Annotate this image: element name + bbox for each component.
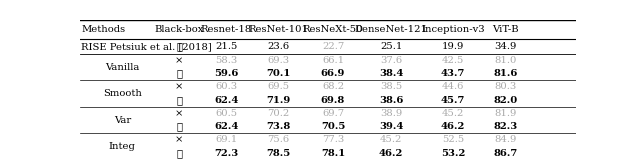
Text: ResNeXt-50: ResNeXt-50 xyxy=(303,25,364,34)
Text: 25.1: 25.1 xyxy=(380,42,403,51)
Text: 70.1: 70.1 xyxy=(266,69,291,78)
Text: 22.7: 22.7 xyxy=(322,42,344,51)
Text: 75.6: 75.6 xyxy=(268,135,289,144)
Text: Var: Var xyxy=(114,116,131,125)
Text: DenseNet-121: DenseNet-121 xyxy=(355,25,428,34)
Text: ViT-B: ViT-B xyxy=(492,25,518,34)
Text: 62.4: 62.4 xyxy=(214,96,239,105)
Text: 60.5: 60.5 xyxy=(215,109,237,118)
Text: 38.4: 38.4 xyxy=(379,69,403,78)
Text: 39.4: 39.4 xyxy=(379,122,403,131)
Text: 81.0: 81.0 xyxy=(494,56,516,65)
Text: RISE Petsiuk et al. [2018]: RISE Petsiuk et al. [2018] xyxy=(81,42,212,51)
Text: 81.9: 81.9 xyxy=(494,109,516,118)
Text: 53.2: 53.2 xyxy=(441,149,465,158)
Text: 68.2: 68.2 xyxy=(322,82,344,91)
Text: Methods: Methods xyxy=(81,25,125,34)
Text: 38.9: 38.9 xyxy=(380,109,403,118)
Text: 84.9: 84.9 xyxy=(494,135,516,144)
Text: 38.5: 38.5 xyxy=(380,82,403,91)
Text: 69.5: 69.5 xyxy=(268,82,289,91)
Text: 43.7: 43.7 xyxy=(441,69,465,78)
Text: 78.1: 78.1 xyxy=(321,149,345,158)
Text: Vanilla: Vanilla xyxy=(105,62,140,72)
Text: 78.5: 78.5 xyxy=(266,149,291,158)
Text: 37.6: 37.6 xyxy=(380,56,403,65)
Text: 81.6: 81.6 xyxy=(493,69,518,78)
Text: 21.5: 21.5 xyxy=(215,42,237,51)
Text: 82.3: 82.3 xyxy=(493,122,518,131)
Text: 82.0: 82.0 xyxy=(493,96,518,105)
Text: ×: × xyxy=(175,135,184,144)
Text: 69.8: 69.8 xyxy=(321,96,345,105)
Text: 46.2: 46.2 xyxy=(441,122,465,131)
Text: ×: × xyxy=(175,56,184,65)
Text: 70.2: 70.2 xyxy=(268,109,289,118)
Text: ✓: ✓ xyxy=(176,42,182,51)
Text: 73.8: 73.8 xyxy=(266,122,291,131)
Text: Smooth: Smooth xyxy=(103,89,141,98)
Text: 52.5: 52.5 xyxy=(442,135,465,144)
Text: 66.9: 66.9 xyxy=(321,69,345,78)
Text: 71.9: 71.9 xyxy=(266,96,291,105)
Text: 69.3: 69.3 xyxy=(268,56,289,65)
Text: 86.7: 86.7 xyxy=(493,149,518,158)
Text: ×: × xyxy=(175,82,184,91)
Text: 69.7: 69.7 xyxy=(322,109,344,118)
Text: 58.3: 58.3 xyxy=(215,56,237,65)
Text: 46.2: 46.2 xyxy=(379,149,403,158)
Text: ✓: ✓ xyxy=(176,69,182,78)
Text: 66.1: 66.1 xyxy=(322,56,344,65)
Text: 45.7: 45.7 xyxy=(441,96,465,105)
Text: 45.2: 45.2 xyxy=(442,109,465,118)
Text: ResNet-101: ResNet-101 xyxy=(248,25,308,34)
Text: 42.5: 42.5 xyxy=(442,56,465,65)
Text: 23.6: 23.6 xyxy=(268,42,289,51)
Text: ✓: ✓ xyxy=(176,96,182,105)
Text: 80.3: 80.3 xyxy=(494,82,516,91)
Text: 77.3: 77.3 xyxy=(322,135,344,144)
Text: 19.9: 19.9 xyxy=(442,42,465,51)
Text: 72.3: 72.3 xyxy=(214,149,239,158)
Text: 69.1: 69.1 xyxy=(215,135,237,144)
Text: 60.3: 60.3 xyxy=(215,82,237,91)
Text: ×: × xyxy=(175,109,184,118)
Text: 34.9: 34.9 xyxy=(494,42,516,51)
Text: 59.6: 59.6 xyxy=(214,69,239,78)
Text: ✓: ✓ xyxy=(176,149,182,158)
Text: ✓: ✓ xyxy=(176,122,182,131)
Text: 62.4: 62.4 xyxy=(214,122,239,131)
Text: 70.5: 70.5 xyxy=(321,122,345,131)
Text: Resnet-18: Resnet-18 xyxy=(201,25,252,34)
Text: Inception-v3: Inception-v3 xyxy=(421,25,485,34)
Text: Integ: Integ xyxy=(109,142,136,151)
Text: 38.6: 38.6 xyxy=(379,96,403,105)
Text: 45.2: 45.2 xyxy=(380,135,403,144)
Text: Black-box: Black-box xyxy=(154,25,204,34)
Text: 44.6: 44.6 xyxy=(442,82,465,91)
